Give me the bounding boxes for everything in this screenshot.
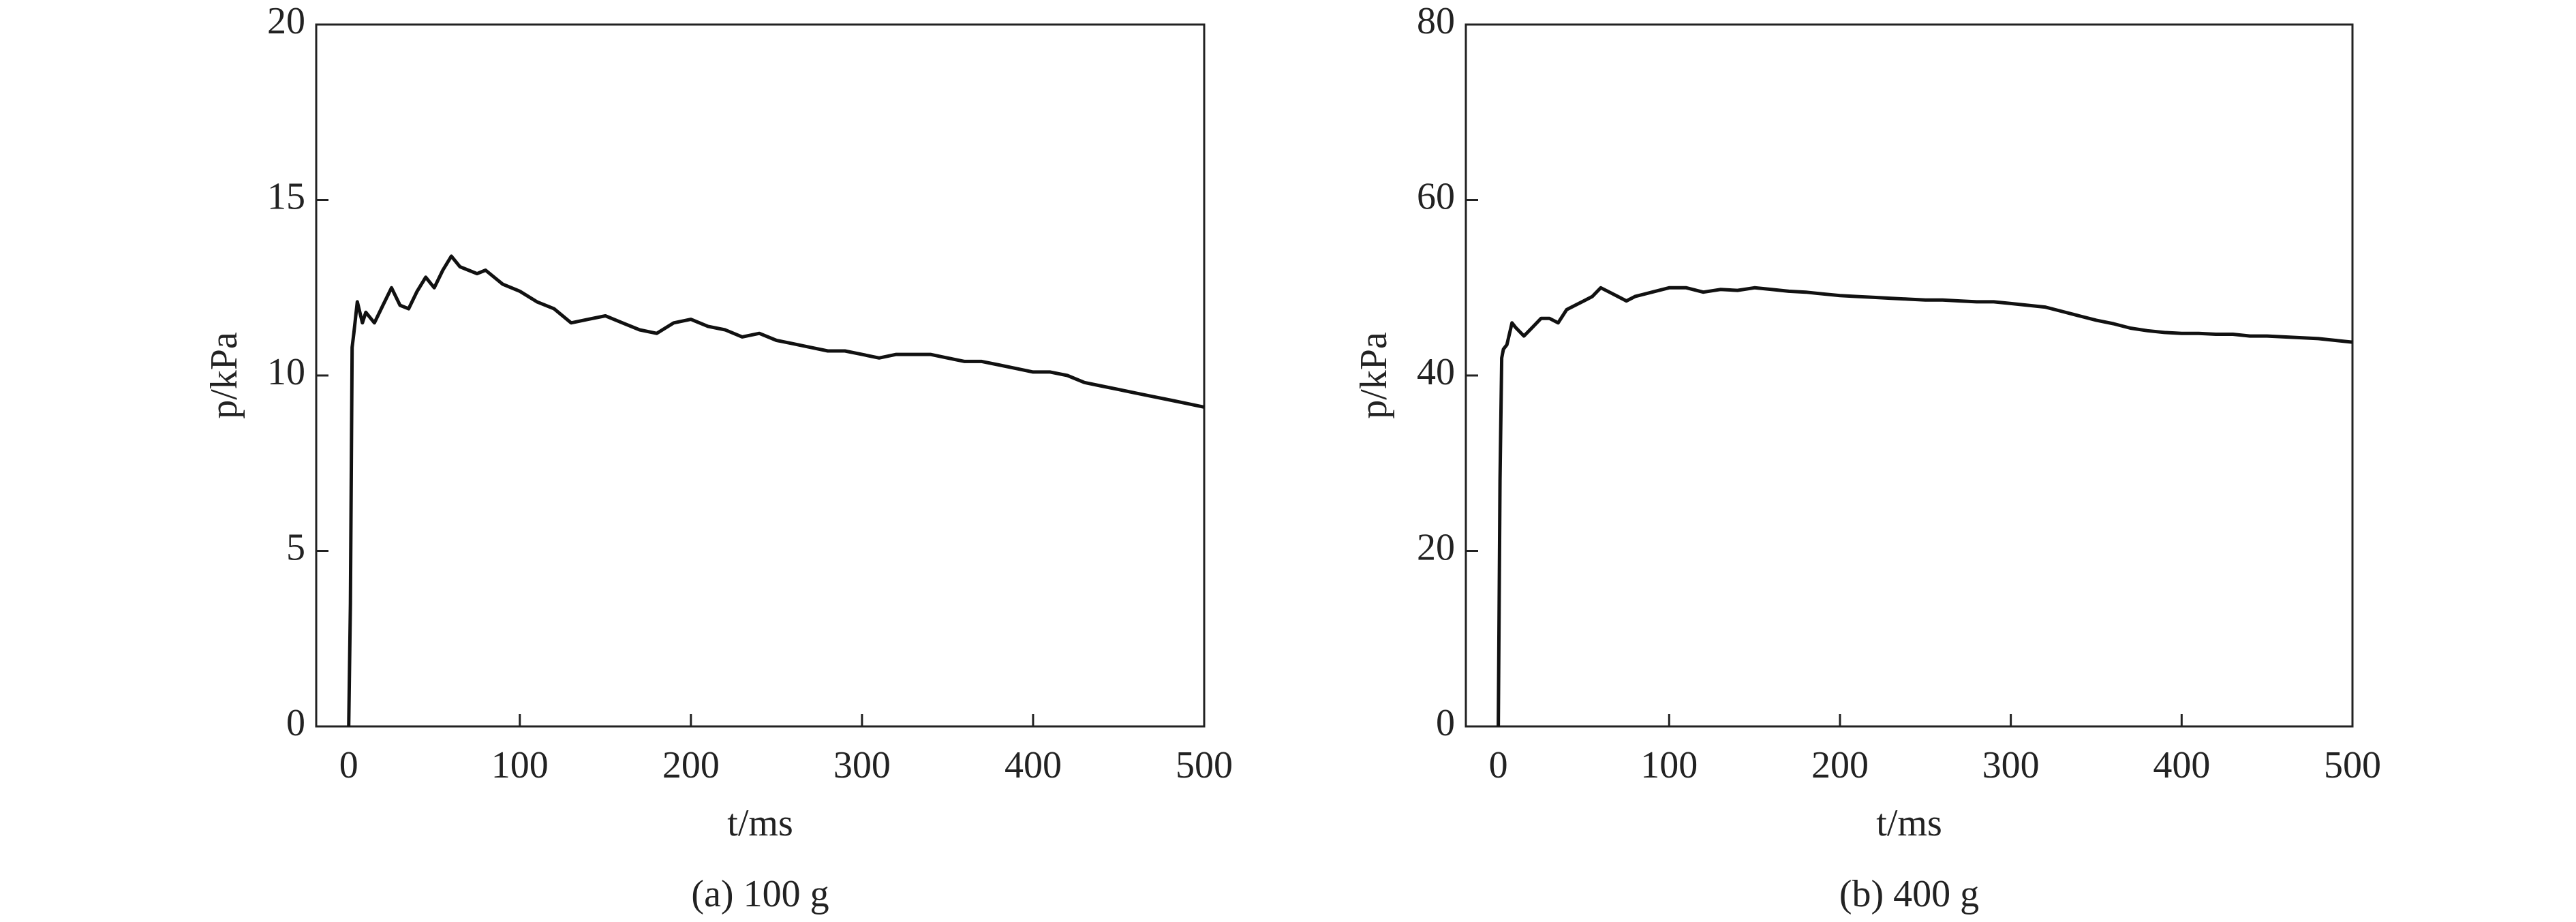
y-tick-label: 0 [1436,702,1455,744]
y-tick-label: 40 [1417,351,1455,393]
y-tick-label: 15 [267,175,305,217]
data-line [347,254,1205,727]
x-tick-label: 200 [662,744,720,786]
x-tick-label: 100 [491,744,549,786]
plot-frame [1465,23,2354,728]
caption: (a) 100 g [691,873,829,915]
y-tick-label: 10 [267,351,305,393]
data-line [1497,286,2353,727]
x-axis-label: t/ms [1876,802,1942,844]
y-axis-label: p/kPa [1353,332,1395,419]
x-tick-label: 100 [1640,744,1698,786]
y-tick-label: 60 [1417,175,1455,217]
y-tick-label: 20 [1417,526,1455,568]
x-tick-label: 500 [1176,744,1233,786]
x-tick-label: 500 [2324,744,2381,786]
y-tick-label: 0 [286,702,305,744]
caption: (b) 400 g [1839,873,1979,915]
x-tick-label: 400 [1005,744,1062,786]
x-tick-label: 400 [2153,744,2210,786]
x-axis-label: t/ms [727,802,793,844]
x-tick-label: 300 [1982,744,2040,786]
y-axis-label: p/kPa [203,332,245,419]
x-tick-label: 300 [833,744,891,786]
y-tick-label: 80 [1417,0,1455,42]
x-tick-label: 0 [339,744,358,786]
x-tick-label: 200 [1811,744,1869,786]
y-tick-label: 20 [267,0,305,42]
x-tick-label: 0 [1489,744,1508,786]
y-tick-label: 5 [286,526,305,568]
